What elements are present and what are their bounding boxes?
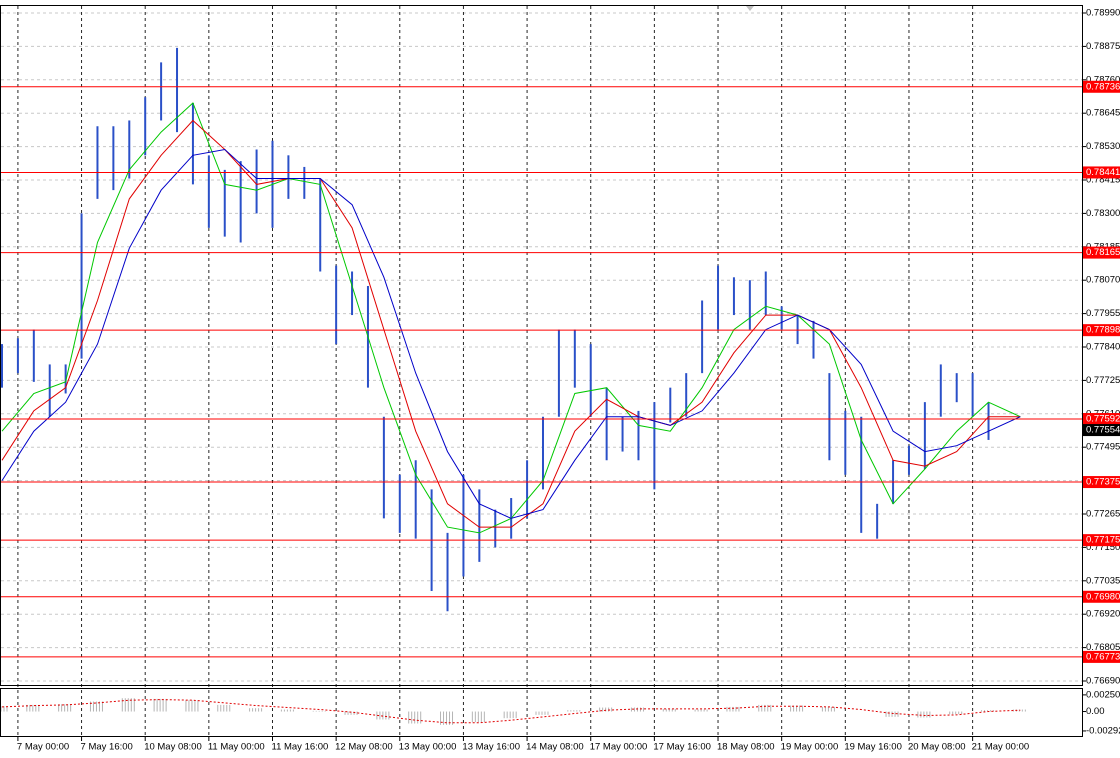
x-tick-label: 21 May 00:00	[972, 742, 1030, 753]
y-tick-label: 0.76690	[1086, 676, 1120, 687]
y-tick-label: 0.77035	[1086, 575, 1120, 586]
level-label-box	[1083, 590, 1120, 603]
x-tick-label: 20 May 08:00	[908, 742, 966, 753]
y-tick-label: 0.77725	[1086, 375, 1120, 386]
x-tick-label: 17 May 16:00	[653, 742, 711, 753]
x-tick-label: 13 May 00:00	[399, 742, 457, 753]
x-tick-label: 18 May 08:00	[717, 742, 775, 753]
level-label-box	[1083, 650, 1120, 663]
x-tick-label: 14 May 08:00	[526, 742, 584, 753]
level-label-box	[1083, 413, 1120, 426]
x-tick-label: 12 May 08:00	[335, 742, 393, 753]
moving-average	[1, 148, 1021, 519]
y-tick-label: 0.78645	[1086, 108, 1120, 119]
last-price-label: 0.77554	[1086, 425, 1120, 436]
y-tick-label: 0.77955	[1086, 308, 1120, 319]
x-tick-label: 10 May 08:00	[144, 742, 202, 753]
x-tick-label: 17 May 00:00	[590, 742, 648, 753]
y-tick-label: 0.78300	[1086, 208, 1120, 219]
level-label-box	[1083, 476, 1120, 489]
level-label-box	[1083, 324, 1120, 337]
price-panel	[0, 6, 1083, 736]
shift-marker	[746, 6, 754, 11]
y-tick-label: 0.002505	[1086, 689, 1120, 700]
level-label: 0.76773	[1086, 651, 1120, 662]
level-label: 0.78165	[1086, 247, 1120, 258]
y-tick-label: 0.77495	[1086, 442, 1120, 453]
level-label: 0.77175	[1086, 535, 1120, 546]
level-label: 0.77375	[1086, 477, 1120, 488]
level-label-box	[1083, 80, 1120, 93]
level-label: 0.77592	[1086, 414, 1120, 425]
x-tick-label: 11 May 16:00	[271, 742, 328, 753]
oscillator-frame	[0, 688, 1083, 737]
y-tick-label: 0.76805	[1086, 642, 1120, 653]
signal-line	[1, 699, 1021, 724]
x-tick-label: 7 May 00:00	[17, 742, 69, 753]
y-tick-label: 0.78070	[1086, 275, 1120, 286]
y-tick-label: 0.76920	[1086, 609, 1120, 620]
level-label-box	[1083, 166, 1120, 179]
y-tick-label: 0.78415	[1086, 175, 1120, 186]
moving-average	[1, 119, 1021, 528]
price-frame	[0, 5, 1083, 686]
y-tick-label: 0.77150	[1086, 542, 1120, 553]
x-tick-label: 19 May 16:00	[844, 742, 902, 753]
level-label-box	[1083, 534, 1120, 547]
y-tick-label: -0.00292	[1086, 725, 1120, 736]
level-label: 0.77898	[1086, 325, 1120, 336]
level-label-box	[1083, 246, 1120, 259]
y-tick-label: 0.77265	[1086, 509, 1120, 520]
y-tick-label: 0.78530	[1086, 141, 1120, 152]
level-label: 0.78736	[1086, 81, 1120, 92]
x-tick-label: 11 May 00:00	[208, 742, 265, 753]
y-tick-label: 0.78990	[1086, 8, 1120, 19]
last-price-box	[1083, 424, 1120, 437]
x-tick-label: 7 May 16:00	[81, 742, 133, 753]
x-tick-label: 13 May 16:00	[462, 742, 520, 753]
oscillator-panel	[0, 698, 1026, 725]
level-label: 0.76980	[1086, 591, 1120, 602]
y-tick-label: 0.78875	[1086, 41, 1120, 52]
level-label: 0.78441	[1086, 167, 1120, 178]
y-tick-label: 0.78760	[1086, 74, 1120, 85]
y-tick-label: 0.77840	[1086, 342, 1120, 353]
y-tick-label: 0.00	[1086, 706, 1105, 717]
x-tick-label: 19 May 00:00	[781, 742, 839, 753]
